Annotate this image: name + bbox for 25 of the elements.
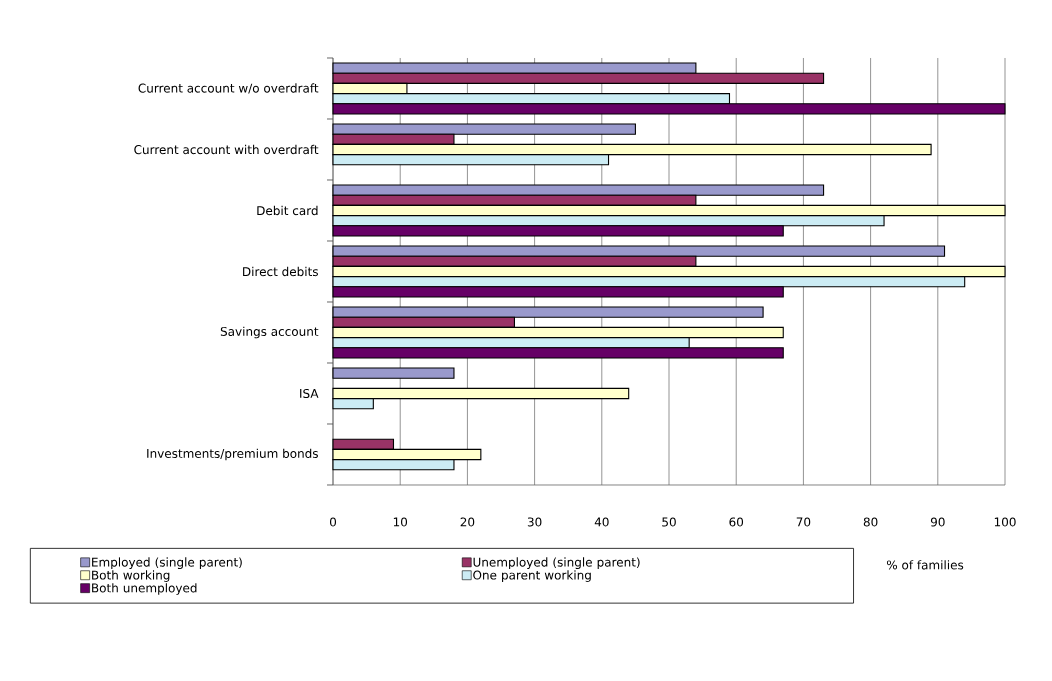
x-tick-label: 30 xyxy=(527,517,542,527)
y-tick-label: Debit card xyxy=(257,205,318,216)
x-tick-label: 10 xyxy=(393,517,408,527)
legend-label: Unemployed (single parent) xyxy=(473,557,640,569)
legend-label: Both working xyxy=(92,570,170,582)
x-tick-label: 60 xyxy=(729,517,744,527)
bar xyxy=(332,367,455,379)
y-tick-label: Savings account xyxy=(220,326,319,339)
y-tick-label: Current account with overdraft xyxy=(134,144,319,155)
x-tick-label: 0 xyxy=(329,517,337,527)
y-tick-label: Current account w/o overdraft xyxy=(138,83,319,94)
x-tick-label: 100 xyxy=(994,517,1016,527)
x-tick-label: 20 xyxy=(460,517,475,527)
y-tick-label: Direct debits xyxy=(243,266,318,277)
x-tick-label: 50 xyxy=(662,517,676,527)
y-tick-label: Investments/premium bonds xyxy=(147,448,318,461)
x-axis-title: % of families xyxy=(886,560,964,570)
legend-label: One parent working xyxy=(473,570,591,582)
x-tick-label: 80 xyxy=(863,517,878,527)
x-tick-label: 40 xyxy=(594,517,609,527)
legend-label: Employed (single parent) xyxy=(92,557,242,569)
y-tick-label: ISA xyxy=(300,388,319,399)
x-tick-label: 90 xyxy=(930,517,945,527)
x-tick-label: 70 xyxy=(796,517,811,527)
legend-label: Both unemployed xyxy=(92,583,197,595)
